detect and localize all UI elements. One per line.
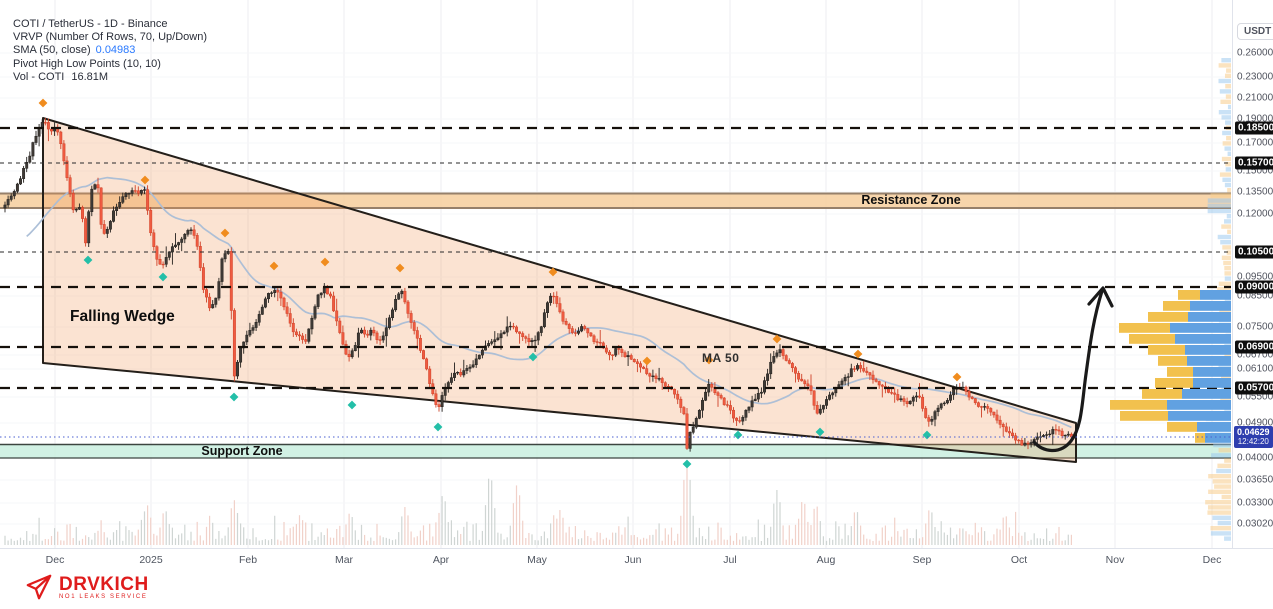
price-label: 0.06100 xyxy=(1237,363,1273,375)
breakout-arrow xyxy=(1032,286,1114,453)
price-label: 0.07500 xyxy=(1237,321,1273,333)
month-label: May xyxy=(527,554,547,566)
price-axis[interactable]: 0.26000 0.23000 0.21000 0.19000 0.17000 0.150… xyxy=(1232,0,1273,548)
resistance-zone-label: Resistance Zone xyxy=(861,193,961,207)
volume-histogram xyxy=(4,460,1072,545)
falling-wedge-label: Falling Wedge xyxy=(70,308,175,325)
pivot-level-lines xyxy=(0,126,1231,390)
price-label: 0.17000 xyxy=(1237,137,1273,149)
pivot-level-price-badge: 0.15700 xyxy=(1235,156,1273,170)
indicator-volume-label: Vol - COTI xyxy=(13,70,65,83)
month-label: Jul xyxy=(723,554,737,566)
current-price-badge: 0.04629 12:42:20 xyxy=(1234,426,1273,448)
logo-tagline: NO1 LEAKS SERVICE xyxy=(59,593,148,600)
month-label: Oct xyxy=(1010,554,1028,566)
indicator-sma[interactable]: SMA (50, close) 0.04983 xyxy=(13,44,207,57)
currency-toggle-button[interactable]: USDT xyxy=(1237,23,1273,40)
month-label: Jun xyxy=(624,554,642,566)
symbol-title[interactable]: COTI / TetherUS - 1D - Binance xyxy=(13,18,168,30)
price-label: 0.08500 xyxy=(1237,290,1273,302)
month-label: Dec xyxy=(45,554,65,566)
price-label: 0.23000 xyxy=(1237,71,1273,83)
pivot-level-price-badge: 0.10500 xyxy=(1235,245,1273,259)
pivot-level-price-badge: 0.09000 xyxy=(1235,280,1273,294)
pivot-level-price-badge: 0.06900 xyxy=(1235,340,1273,354)
volume-profile-bars xyxy=(1110,290,1231,443)
indicator-volume-value: 16.81M xyxy=(71,70,109,83)
month-label: Dec xyxy=(1202,554,1222,566)
current-price-value: 0.04629 xyxy=(1237,427,1270,437)
paper-plane-icon xyxy=(26,574,52,600)
price-label: 0.12000 xyxy=(1237,208,1273,220)
price-label: 0.04000 xyxy=(1237,452,1273,464)
falling-wedge-pattern xyxy=(42,117,1077,463)
month-label: Nov xyxy=(1105,554,1125,566)
price-label: 0.09500 xyxy=(1237,271,1273,283)
month-label: 2025 xyxy=(139,554,163,566)
price-label: 0.19000 xyxy=(1237,113,1273,125)
price-label: 0.26000 xyxy=(1237,47,1273,59)
indicator-sma-label: SMA (50, close) xyxy=(13,44,91,57)
month-label: Sep xyxy=(912,554,932,566)
indicator-volume[interactable]: Vol - COTI 16.81M xyxy=(13,71,207,84)
price-label: 0.03650 xyxy=(1237,474,1273,486)
chart-legend[interactable]: COTI / TetherUS - 1D - Binance VRVP (Num… xyxy=(13,18,207,84)
indicator-pivot[interactable]: Pivot High Low Points (10, 10) xyxy=(13,57,161,70)
support-zone-label: Support Zone xyxy=(201,444,283,458)
price-label: 0.04900 xyxy=(1237,417,1273,429)
price-label: 0.06700 xyxy=(1237,349,1273,361)
price-label: 0.15000 xyxy=(1237,165,1273,177)
month-label: Mar xyxy=(334,554,354,566)
price-label: 0.13500 xyxy=(1237,186,1273,198)
candles xyxy=(3,117,1073,452)
logo-name: DRVKICH xyxy=(59,573,149,595)
time-axis[interactable]: Dec 2025 Feb Mar Apr May Jun Jul Aug Sep Oct Nov Dec xyxy=(0,548,1273,571)
month-label: Apr xyxy=(432,554,450,566)
current-price-time: 12:42:20 xyxy=(1237,437,1269,446)
price-label: 0.03300 xyxy=(1237,497,1273,509)
price-label: 0.05500 xyxy=(1237,391,1273,403)
indicator-sma-value: 0.04983 xyxy=(95,44,136,57)
ma50-label: MA 50 xyxy=(702,351,740,365)
month-label: Aug xyxy=(816,554,836,566)
indicator-vrvp[interactable]: VRVP (Number Of Rows, 70, Up/Down) xyxy=(13,31,207,44)
price-label: 0.21000 xyxy=(1237,92,1273,104)
pivot-markers xyxy=(38,98,962,469)
watermark-logo: DRVKICH NO1 LEAKS SERVICE xyxy=(24,572,149,602)
pivot-level-price-badge: 0.18500 xyxy=(1235,121,1273,135)
month-label: Feb xyxy=(238,554,258,566)
sma50-line xyxy=(26,176,1072,429)
price-label: 0.03020 xyxy=(1237,518,1273,530)
pivot-level-price-badge: 0.05700 xyxy=(1235,381,1273,395)
